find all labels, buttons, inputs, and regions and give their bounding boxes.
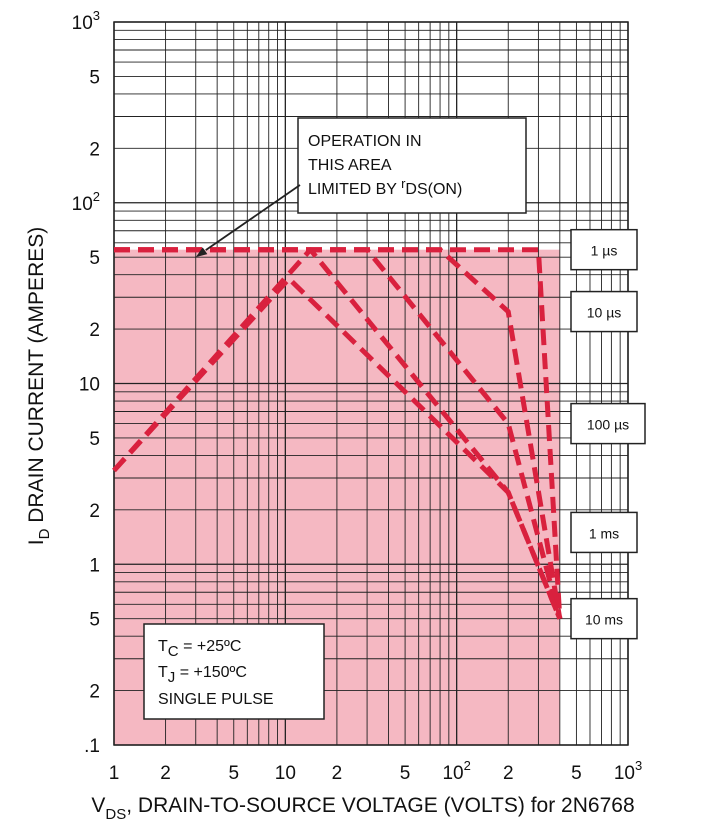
- condition-pulse: SINGLE PULSE: [158, 691, 274, 708]
- pulse-label-4: 1 ms: [589, 525, 619, 541]
- y-tick-label: 5: [89, 429, 100, 450]
- y-tick-label: .1: [84, 736, 100, 757]
- pulse-curve-3: [114, 247, 563, 620]
- pulse-curve-5: [112, 276, 563, 620]
- x-tick-label: 103: [614, 758, 642, 784]
- annotation-line-2: THIS AREA: [308, 157, 392, 174]
- x-tick-label: 5: [571, 763, 582, 784]
- annotation-line-1: OPERATION IN: [308, 133, 422, 150]
- y-tick-label: 2: [89, 320, 100, 341]
- x-tick-label: 5: [400, 763, 411, 784]
- y-tick-label: 5: [89, 67, 100, 88]
- y-tick-label: 2: [89, 139, 100, 160]
- pulse-label-5: 10 ms: [585, 612, 623, 628]
- pulse-curve-1: [114, 247, 563, 619]
- y-tick-label: 103: [72, 8, 100, 34]
- pulse-label-box: [570, 290, 638, 333]
- plot-frame: [113, 21, 629, 746]
- y-tick-label: 5: [89, 248, 100, 269]
- pulse-label-box: [570, 511, 638, 554]
- x-tick-label: 5: [228, 763, 239, 784]
- y-tick-label: 1: [89, 555, 100, 576]
- rds-annotation: OPERATION IN THIS AREA LIMITED BY rDS(ON…: [195, 117, 527, 258]
- x-axis-label: VDS, DRAIN-TO-SOURCE VOLTAGE (VOLTS) for…: [91, 794, 634, 823]
- y-axis-label: ID DRAIN CURRENT (AMPERES): [25, 227, 53, 546]
- x-tick-label: 2: [160, 763, 171, 784]
- x-tick-labels: 1 2 5 10 2 5 102 2 5 103: [109, 758, 642, 784]
- pulse-label-box: [570, 597, 638, 640]
- pulse-labels: 1 µs 10 µs 100 µs 1 ms 10 ms: [570, 228, 646, 640]
- pulse-label-3: 100 µs: [587, 417, 629, 433]
- x-tick-label: 1: [109, 763, 120, 784]
- y-tick-label: 2: [89, 501, 100, 522]
- pulse-label-1: 1 µs: [591, 243, 618, 259]
- condition-tj: TJ = +150ºC: [158, 664, 247, 686]
- conditions-frame: [143, 623, 325, 720]
- pulse-label-box: [570, 402, 646, 445]
- x-tick-label: 10: [275, 763, 296, 784]
- x-tick-label: 2: [332, 763, 343, 784]
- pulse-curves: [112, 247, 563, 620]
- x-tick-label: 2: [503, 763, 514, 784]
- annotation-line-3: LIMITED BY rDS(ON): [308, 176, 462, 198]
- conditions-box: TC = +25ºC TJ = +150ºC SINGLE PULSE: [143, 623, 325, 720]
- pulse-label-2: 10 µs: [587, 305, 622, 321]
- annotation-box: [297, 117, 527, 214]
- x-tick-label: 102: [442, 758, 470, 784]
- annotation-arrow: [205, 184, 301, 251]
- y-tick-label: 10: [79, 375, 100, 396]
- y-tick-label: 5: [89, 610, 100, 631]
- condition-tc: TC = +25ºC: [158, 638, 241, 660]
- annotation-arrowhead: [195, 247, 208, 258]
- pulse-label-box: [570, 228, 638, 271]
- y-tick-label: 102: [72, 189, 100, 215]
- y-tick-label: 2: [89, 682, 100, 703]
- pulse-curve-2: [114, 247, 563, 620]
